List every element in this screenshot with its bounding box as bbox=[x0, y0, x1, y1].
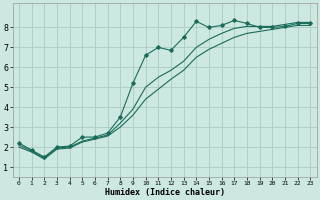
X-axis label: Humidex (Indice chaleur): Humidex (Indice chaleur) bbox=[105, 188, 225, 197]
